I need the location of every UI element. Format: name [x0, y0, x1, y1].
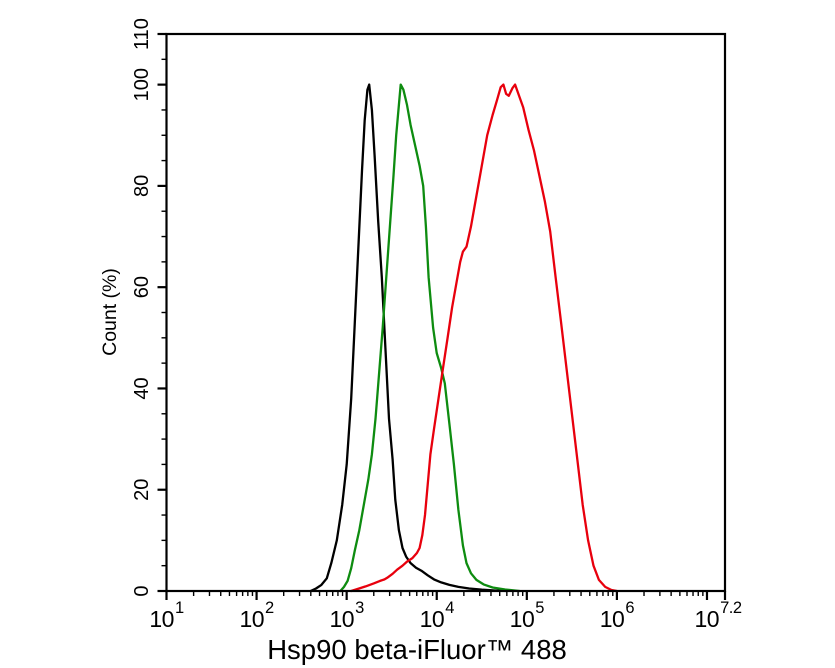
- series-curve-red: [350, 83, 619, 593]
- x-axis-title: Hsp90 beta-iFluor™ 488: [267, 634, 567, 665]
- series-curve-black: [309, 83, 509, 593]
- x-tick-label: 106: [600, 599, 635, 632]
- x-tick-label: 103: [330, 599, 365, 632]
- y-tick-label: 0: [131, 585, 153, 596]
- x-tick-label: 101: [149, 599, 184, 632]
- y-tick-label: 20: [131, 479, 153, 501]
- y-tick-label: 80: [131, 175, 153, 197]
- x-tick-label: 102: [239, 599, 274, 632]
- x-tick-label: 104: [420, 599, 455, 632]
- y-axis-title: Count (%): [99, 268, 121, 356]
- y-tick-label: 110: [131, 18, 153, 50]
- x-tick-label: 105: [510, 599, 545, 632]
- y-tick-label: 60: [131, 276, 153, 298]
- y-tick-label: 40: [131, 377, 153, 399]
- y-tick-label: 100: [131, 68, 153, 101]
- series-curve-green: [339, 83, 521, 593]
- plot-frame: [165, 32, 727, 593]
- x-tick-label: 107.2: [694, 599, 741, 632]
